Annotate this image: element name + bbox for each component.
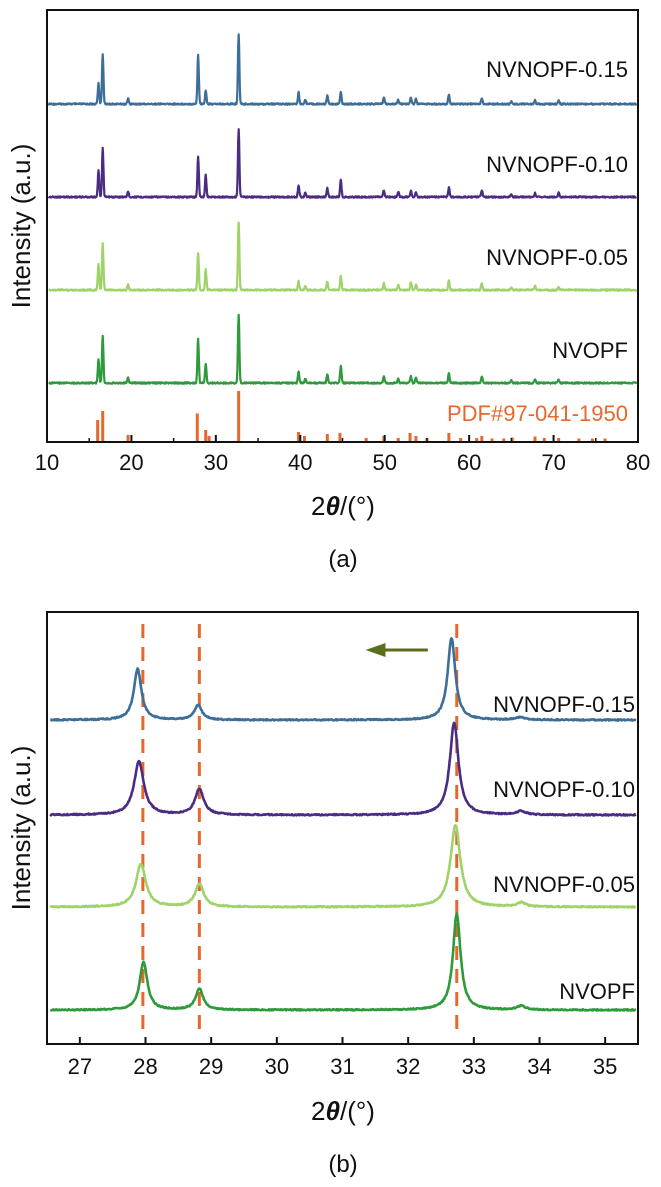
x-tick-label: 31 bbox=[330, 1054, 354, 1079]
panel-b-reference-lines bbox=[141, 624, 459, 1034]
x-tick-label: 34 bbox=[527, 1054, 551, 1079]
panel-a-traces bbox=[47, 33, 638, 385]
panel-b-traces bbox=[49, 637, 637, 1012]
x-tick-label: 32 bbox=[396, 1054, 420, 1079]
shift-arrow-head bbox=[365, 643, 386, 657]
panel-a-chart: 10 20 30 40 50 60 70 80 NVNOPF-0.15NVNOPF-0.10N… bbox=[6, 9, 650, 573]
panel-b-label-nvnopf-0-05: NVNOPF-0.05 bbox=[493, 872, 635, 897]
panel-b-x-axis-title: 2θ/(°) bbox=[311, 1096, 375, 1126]
panel-a-series-nvnopf-0-10 bbox=[47, 128, 637, 199]
panel-b-x-ticks: 27 28 29 30 31 32 33 34 35 bbox=[68, 1037, 617, 1079]
panel-a-reference-sticks bbox=[96, 391, 607, 441]
x-tick-label: 30 bbox=[204, 450, 228, 475]
panel-a-series-labels: NVNOPF-0.15 NVNOPF-0.10 NVNOPF-0.05 NVOPF PD… bbox=[447, 57, 628, 426]
panel-a-x-axis-title: 2θ/(°) bbox=[311, 491, 375, 521]
shift-arrow-icon bbox=[365, 643, 428, 657]
panel-a-series-nvopf bbox=[48, 313, 638, 385]
panel-b-y-axis-title: Intensity (a.u.) bbox=[6, 746, 36, 911]
panel-b-series-nvnopf-0-15 bbox=[49, 637, 637, 722]
x-tick-label: 29 bbox=[199, 1054, 223, 1079]
x-tick-label: 80 bbox=[626, 450, 650, 475]
panel-a-label-reference: PDF#97-041-1950 bbox=[447, 401, 628, 426]
x-tick-label: 20 bbox=[119, 450, 143, 475]
panel-b-label-nvnopf-0-15: NVNOPF-0.15 bbox=[493, 692, 635, 717]
panel-a-y-axis-title: Intensity (a.u.) bbox=[6, 144, 36, 309]
panel-a-label-nvnopf-0-15: NVNOPF-0.15 bbox=[486, 57, 628, 82]
panel-a-label-nvnopf-0-10: NVNOPF-0.10 bbox=[486, 152, 628, 177]
panel-b-label-nvopf: NVOPF bbox=[559, 979, 635, 1004]
panel-b-chart: 27 28 29 30 31 32 33 34 35 NVNOPF-0.15NVNOPF-0.1… bbox=[6, 611, 639, 1178]
panel-a-series-nvnopf-0-05 bbox=[48, 221, 638, 292]
panel-a-label: (a) bbox=[328, 546, 357, 573]
panel-a-series-nvnopf-0-15 bbox=[47, 33, 638, 106]
x-tick-label: 30 bbox=[265, 1054, 289, 1079]
panel-b-series-nvnopf-0-10 bbox=[49, 721, 637, 817]
x-tick-label: 27 bbox=[68, 1054, 92, 1079]
panel-b-label: (b) bbox=[328, 1151, 357, 1178]
panel-a-label-nvopf: NVOPF bbox=[552, 338, 628, 363]
x-tick-label: 33 bbox=[462, 1054, 486, 1079]
panel-b-series-nvnopf-0-05 bbox=[49, 823, 637, 909]
panel-b-series-nvopf bbox=[49, 912, 637, 1012]
x-tick-label: 10 bbox=[35, 450, 59, 475]
panel-b-label-nvnopf-0-10: NVNOPF-0.10 bbox=[493, 777, 635, 802]
x-tick-label: 50 bbox=[372, 450, 396, 475]
x-tick-label: 60 bbox=[457, 450, 481, 475]
panel-b-series-labels: NVNOPF-0.15 NVNOPF-0.10 NVNOPF-0.05 NVOPF bbox=[493, 692, 635, 1004]
panel-a-x-ticks: 10 20 30 40 50 60 70 80 bbox=[35, 435, 650, 475]
panel-a-label-nvnopf-0-05: NVNOPF-0.05 bbox=[486, 245, 628, 270]
x-tick-label: 28 bbox=[133, 1054, 157, 1079]
x-tick-label: 70 bbox=[541, 450, 565, 475]
x-tick-label: 35 bbox=[593, 1054, 617, 1079]
x-tick-label: 40 bbox=[288, 450, 312, 475]
